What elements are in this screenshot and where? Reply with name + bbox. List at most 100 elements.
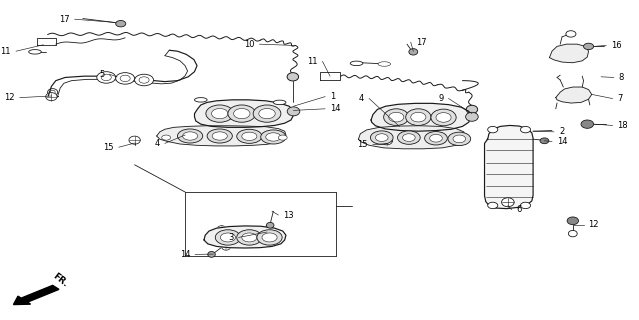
Ellipse shape: [371, 131, 393, 144]
Ellipse shape: [212, 108, 228, 119]
Ellipse shape: [257, 230, 282, 245]
Ellipse shape: [139, 77, 149, 83]
Ellipse shape: [242, 132, 257, 140]
Ellipse shape: [135, 74, 153, 86]
Ellipse shape: [583, 43, 594, 50]
Text: 5: 5: [99, 70, 104, 79]
Ellipse shape: [116, 20, 126, 27]
Text: 17: 17: [416, 38, 426, 47]
Ellipse shape: [566, 31, 576, 37]
Text: 4: 4: [155, 139, 160, 148]
Ellipse shape: [208, 252, 215, 257]
Ellipse shape: [409, 49, 418, 55]
Ellipse shape: [266, 133, 281, 141]
Text: 7: 7: [617, 94, 623, 103]
Ellipse shape: [237, 230, 262, 245]
Polygon shape: [204, 226, 286, 248]
Text: 16: 16: [612, 41, 622, 50]
Polygon shape: [371, 103, 471, 131]
Text: 3: 3: [228, 233, 234, 242]
Ellipse shape: [217, 226, 226, 232]
Text: 2: 2: [559, 127, 564, 136]
Ellipse shape: [488, 202, 498, 209]
Ellipse shape: [207, 129, 233, 143]
Ellipse shape: [242, 233, 257, 242]
Ellipse shape: [287, 107, 300, 116]
Ellipse shape: [436, 113, 451, 122]
Ellipse shape: [406, 109, 431, 125]
FancyArrow shape: [13, 285, 59, 305]
Ellipse shape: [389, 112, 404, 122]
Text: 1: 1: [330, 92, 335, 101]
Ellipse shape: [259, 108, 275, 119]
Ellipse shape: [568, 230, 577, 237]
Ellipse shape: [162, 135, 171, 140]
Text: 12: 12: [589, 220, 599, 229]
Text: 15: 15: [104, 143, 114, 152]
Ellipse shape: [453, 135, 466, 143]
Ellipse shape: [116, 73, 135, 84]
Ellipse shape: [120, 75, 130, 82]
Text: 17: 17: [59, 15, 70, 24]
Ellipse shape: [411, 112, 426, 122]
Ellipse shape: [253, 105, 281, 122]
Polygon shape: [358, 126, 466, 149]
Ellipse shape: [429, 134, 442, 142]
Ellipse shape: [178, 129, 203, 143]
Ellipse shape: [350, 61, 363, 66]
Ellipse shape: [502, 198, 514, 207]
Ellipse shape: [540, 138, 549, 144]
Ellipse shape: [397, 131, 420, 144]
Text: 6: 6: [517, 205, 522, 214]
Ellipse shape: [581, 120, 594, 128]
Ellipse shape: [29, 50, 42, 54]
Ellipse shape: [101, 74, 111, 81]
Ellipse shape: [521, 126, 530, 133]
Ellipse shape: [448, 132, 471, 146]
Ellipse shape: [466, 105, 478, 114]
Ellipse shape: [287, 73, 298, 81]
Ellipse shape: [261, 130, 286, 144]
Ellipse shape: [46, 92, 57, 101]
Text: 15: 15: [357, 140, 368, 149]
Text: 12: 12: [4, 93, 15, 102]
Ellipse shape: [376, 134, 388, 141]
Ellipse shape: [383, 109, 409, 125]
Ellipse shape: [466, 112, 478, 121]
Ellipse shape: [129, 136, 141, 144]
Ellipse shape: [222, 244, 231, 250]
Ellipse shape: [567, 217, 578, 225]
Text: 14: 14: [180, 250, 190, 259]
Ellipse shape: [425, 132, 447, 145]
Text: 18: 18: [617, 121, 628, 130]
Polygon shape: [157, 126, 286, 146]
Polygon shape: [550, 44, 589, 63]
Ellipse shape: [194, 98, 207, 102]
Text: 14: 14: [330, 104, 341, 113]
Polygon shape: [194, 100, 293, 127]
Text: 8: 8: [619, 73, 624, 82]
Text: 9: 9: [438, 94, 443, 103]
Ellipse shape: [262, 233, 277, 242]
Ellipse shape: [212, 132, 227, 140]
Ellipse shape: [228, 105, 256, 122]
Ellipse shape: [183, 132, 197, 140]
Ellipse shape: [237, 129, 262, 143]
Ellipse shape: [488, 126, 498, 133]
Ellipse shape: [220, 233, 236, 242]
Ellipse shape: [431, 109, 456, 126]
Ellipse shape: [521, 202, 530, 209]
Ellipse shape: [206, 105, 234, 122]
Text: 11: 11: [307, 57, 318, 66]
Ellipse shape: [273, 100, 286, 105]
Text: 11: 11: [1, 47, 11, 56]
Ellipse shape: [96, 72, 116, 83]
Ellipse shape: [50, 90, 55, 94]
Ellipse shape: [234, 108, 250, 119]
Text: 14: 14: [557, 137, 567, 146]
Ellipse shape: [279, 135, 287, 140]
Text: 13: 13: [284, 211, 294, 220]
Text: 4: 4: [359, 94, 364, 103]
Ellipse shape: [215, 230, 240, 245]
Ellipse shape: [403, 134, 415, 141]
